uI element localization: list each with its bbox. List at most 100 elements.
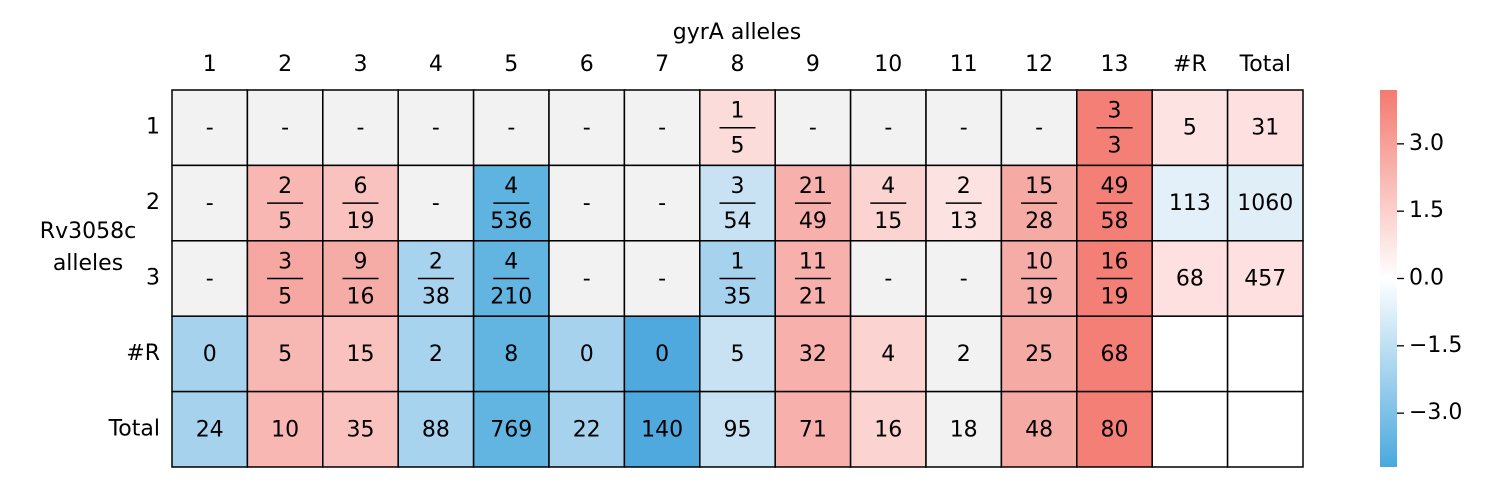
cell (699, 390, 776, 468)
numerator: 9 (354, 250, 368, 275)
row-label: 1 (146, 115, 160, 140)
cell (774, 89, 852, 167)
column-label: 12 (1025, 52, 1053, 77)
numerator: 10 (1025, 250, 1053, 275)
column-label: 5 (504, 52, 518, 77)
cell-text: 48 (1025, 417, 1053, 442)
cell-text: 80 (1101, 417, 1129, 442)
denominator: 19 (1025, 285, 1053, 310)
cell-text: - (583, 191, 591, 216)
column-label: 6 (580, 52, 594, 77)
column-label: Total (1239, 52, 1291, 77)
cell-text: 68 (1176, 267, 1204, 292)
column-label: 9 (806, 52, 820, 77)
numerator: 3 (278, 250, 292, 275)
row-label: 2 (146, 190, 160, 215)
cell (246, 315, 324, 393)
column-label: 8 (731, 52, 745, 77)
cell-text: - (583, 267, 591, 292)
numerator: 4 (504, 174, 518, 199)
column-label: #R (1173, 52, 1207, 77)
denominator: 5 (731, 134, 745, 159)
cell-text: 769 (490, 417, 532, 442)
cell-text: 113 (1169, 191, 1211, 216)
numerator: 21 (799, 174, 827, 199)
cell-text: 88 (422, 417, 450, 442)
row-label: #R (126, 341, 160, 366)
column-label: 11 (950, 52, 978, 77)
cell-text: - (884, 267, 892, 292)
cell-text: - (658, 191, 666, 216)
column-label: 2 (278, 52, 292, 77)
cell (1226, 390, 1304, 468)
denominator: 58 (1101, 209, 1129, 234)
numerator: 4 (881, 174, 895, 199)
cell (548, 89, 626, 167)
numerator: 4 (504, 250, 518, 275)
cell-text: 68 (1101, 342, 1129, 367)
cell-text: 140 (641, 417, 683, 442)
cell (322, 315, 399, 393)
cell-text: 25 (1025, 342, 1053, 367)
cell (322, 89, 399, 167)
cell (1076, 390, 1153, 468)
cell (397, 164, 475, 242)
cell (1151, 315, 1229, 393)
cell (925, 89, 1003, 167)
cell-text: 0 (655, 342, 669, 367)
cell (246, 89, 324, 167)
cell (246, 390, 324, 468)
column-label: 4 (429, 52, 443, 77)
denominator: 21 (799, 285, 827, 310)
cell (1151, 240, 1229, 317)
cell-text: - (658, 116, 666, 141)
cell-text: 4 (881, 342, 895, 367)
cell (623, 315, 701, 393)
cell-text: 24 (196, 417, 224, 442)
cell (623, 164, 701, 242)
chart-title: gyrA alleles (673, 20, 801, 45)
denominator: 19 (347, 209, 375, 234)
numerator: 2 (429, 250, 443, 275)
denominator: 5 (278, 285, 292, 310)
column-label: 3 (354, 52, 368, 77)
cell (171, 164, 249, 242)
cell (472, 315, 550, 393)
cell-text: 16 (874, 417, 902, 442)
cell (623, 240, 701, 317)
cell-text: 15 (347, 342, 375, 367)
cell-text: 0 (203, 342, 217, 367)
cell (397, 390, 475, 468)
cell-text: 0 (580, 342, 594, 367)
denominator: 16 (347, 285, 375, 310)
cell (171, 315, 249, 393)
cell (1226, 240, 1304, 317)
cell-text: 5 (1183, 116, 1197, 141)
numerator: 2 (957, 174, 971, 199)
denominator: 19 (1101, 285, 1129, 310)
cell-text: - (809, 116, 817, 141)
row-axis-label: alleles (53, 251, 123, 276)
cell-text: 32 (799, 342, 827, 367)
denominator: 536 (490, 209, 532, 234)
cell-text: - (507, 116, 515, 141)
numerator: 15 (1025, 174, 1053, 199)
cell (699, 89, 776, 167)
numerator: 1 (731, 99, 745, 124)
cell-text: 95 (724, 417, 752, 442)
denominator: 35 (724, 285, 752, 310)
cell-text: 71 (799, 417, 827, 442)
cell-text: - (658, 267, 666, 292)
cell (623, 390, 701, 468)
cell (397, 315, 475, 393)
numerator: 2 (278, 174, 292, 199)
cell-text: - (206, 191, 214, 216)
colorbar (1380, 90, 1397, 467)
cell (1076, 315, 1153, 393)
numerator: 11 (799, 250, 827, 275)
colorbar-tick-label: −1.5 (1409, 333, 1462, 358)
numerator: 16 (1101, 250, 1129, 275)
cell-text: 10 (271, 417, 299, 442)
